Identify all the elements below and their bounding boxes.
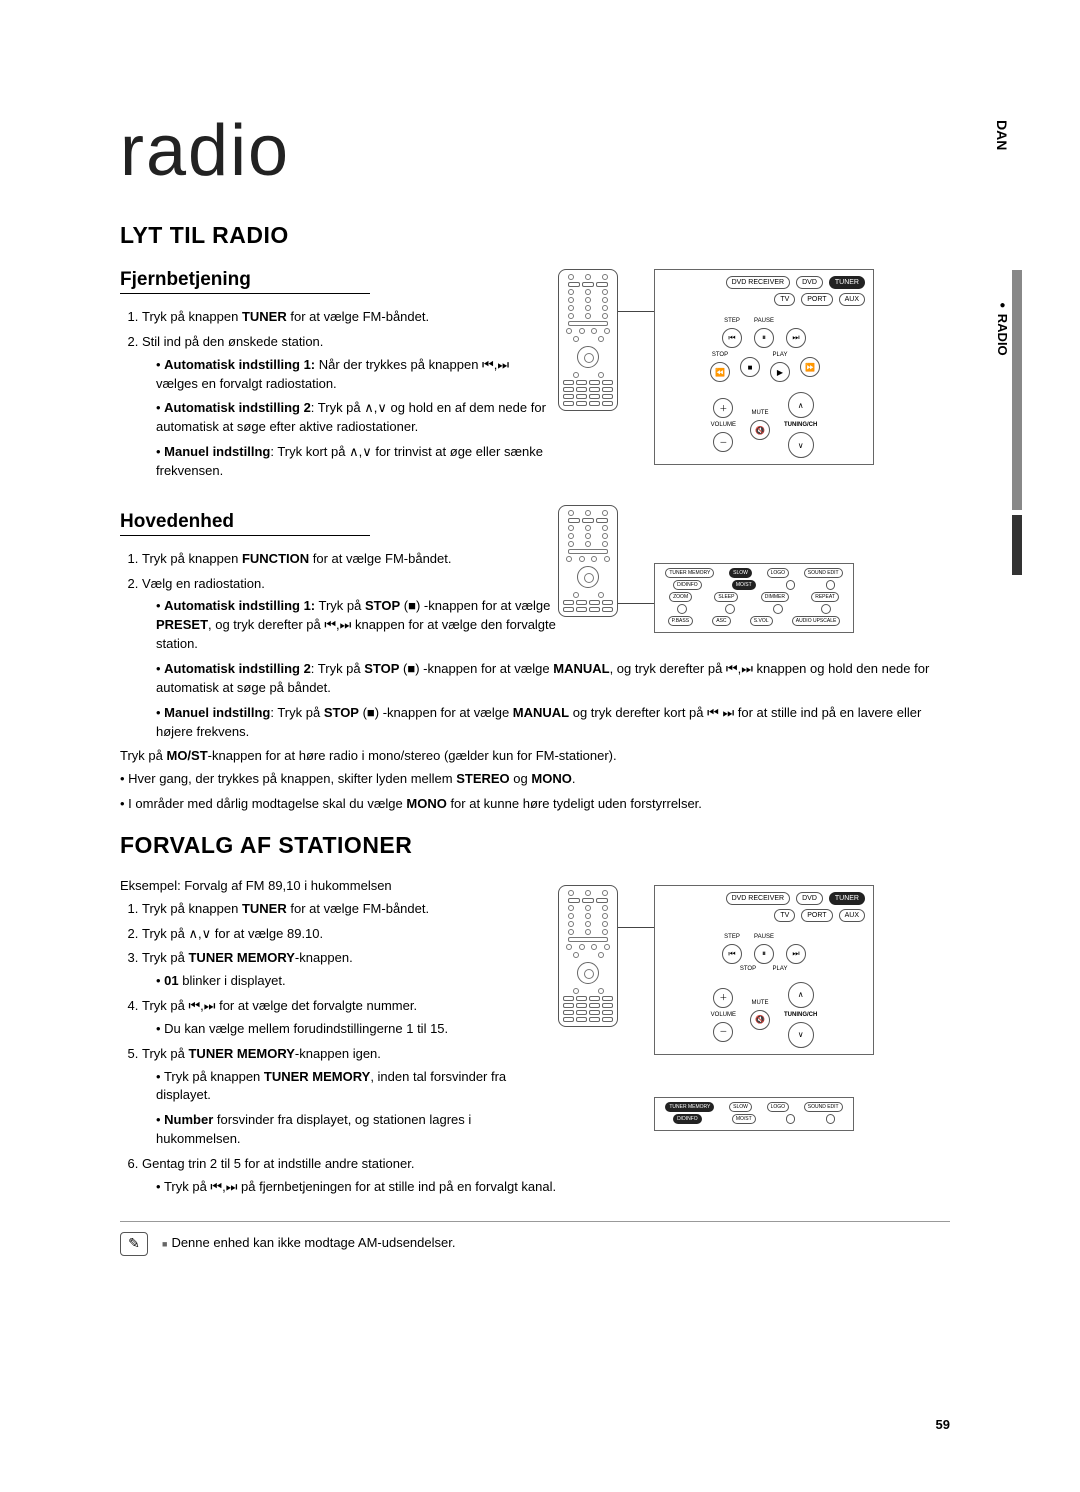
fjern-manual: Manuel indstillng: Tryk kort på ∧,∨ for …: [156, 443, 550, 481]
hoved-footer-2: Hver gang, der trykkes på knappen, skift…: [120, 770, 950, 789]
diagram-panel-3b: TUNER MEMORY SLOW LOGO SOUND EDIT D/DINF…: [654, 1097, 854, 1131]
next-icon: ⏭: [786, 328, 806, 348]
hoved-manual: Manuel indstillng: Tryk på STOP (■) -kna…: [156, 704, 950, 742]
prev-icon: ⏮: [722, 328, 742, 348]
fjern-steps: Tryk på knappen TUNER for at vælge FM-bå…: [120, 308, 550, 481]
note-text: Denne enhed kan ikke modtage AM-udsendel…: [171, 1235, 455, 1250]
forvalg-step-6: Gentag trin 2 til 5 for at indstille and…: [142, 1155, 742, 1197]
vol-down-icon: －: [713, 432, 733, 452]
diagram-leader-3: [618, 927, 654, 928]
subheading-hovedenhed: Hovedenhed: [120, 511, 370, 536]
side-index-bar: [1012, 270, 1022, 510]
forvalg-step-5: Tryk på TUNER MEMORY-knappen igen. Tryk …: [142, 1045, 550, 1149]
fjern-auto2: Automatisk indstilling 2: Tryk på ∧,∨ og…: [156, 399, 550, 437]
mute-icon: 🔇: [750, 1010, 770, 1030]
fjern-step-1: Tryk på knappen TUNER for at vælge FM-bå…: [142, 308, 550, 327]
diagram-panel-2: TUNER MEMORY SLOW LOGO SOUND EDIT D/DINF…: [654, 563, 854, 633]
mute-icon: 🔇: [750, 420, 770, 440]
hoved-step-1: Tryk på knappen FUNCTION for at vælge FM…: [142, 550, 572, 569]
note-box: ✎ ■Denne enhed kan ikke modtage AM-udsen…: [120, 1221, 950, 1256]
side-tab-section: RADIO: [995, 300, 1010, 356]
subheading-fjernbetjening: Fjernbetjening: [120, 269, 370, 294]
page-number: 59: [936, 1417, 950, 1432]
next-icon: ⏭: [786, 944, 806, 964]
forvalg-intro: Eksempel: Forvalg af FM 89,10 i hukommel…: [120, 877, 550, 896]
heading-forvalg: FORVALG AF STATIONER: [120, 832, 950, 859]
forvalg-steps: Tryk på knappen TUNER for at vælge FM-bå…: [120, 900, 550, 1197]
tune-up-icon: ∧: [788, 392, 814, 418]
pause-icon: ⏸: [754, 328, 774, 348]
side-index-marker: [1012, 515, 1022, 575]
stop-icon: ■: [740, 357, 760, 377]
page-masthead: radio: [120, 110, 950, 192]
play-icon: ▶: [770, 362, 790, 382]
fjern-auto1: Automatisk indstilling 1: Når der trykke…: [156, 356, 550, 394]
vol-down-icon: －: [713, 1022, 733, 1042]
hoved-auto2: Automatisk indstilling 2: Tryk på STOP (…: [156, 660, 950, 698]
forvalg-step-1: Tryk på knappen TUNER for at vælge FM-bå…: [142, 900, 550, 919]
diagram-remote-1: [558, 269, 618, 411]
hoved-auto1: Automatisk indstilling 1: Tryk på STOP (…: [156, 597, 576, 654]
forvalg-step-4: Tryk på ⏮,⏭ for at vælge det forvalgte n…: [142, 997, 550, 1039]
rewind-icon: ⏪: [710, 362, 730, 382]
forvalg-step-3: Tryk på TUNER MEMORY-knappen. 01 blinker…: [142, 949, 550, 991]
diagram-panel-3a: DVD RECEIVER DVD TUNER TV PORT AUX STEP⏮…: [654, 885, 874, 1055]
fjern-step-2: Stil ind på den ønskede station. Automat…: [142, 333, 550, 481]
diagram-panel-1: DVD RECEIVER DVD TUNER TV PORT AUX STEP⏮…: [654, 269, 874, 465]
tune-down-icon: ∨: [788, 432, 814, 458]
note-icon: ✎: [120, 1232, 148, 1256]
pause-icon: ⏸: [754, 944, 774, 964]
diagram-remote-3: [558, 885, 618, 1027]
tune-up-icon: ∧: [788, 982, 814, 1008]
diagram-leader-1: [618, 311, 654, 312]
hoved-footer-1: Tryk på MO/ST-knappen for at høre radio …: [120, 747, 950, 766]
heading-lyt-til-radio: LYT TIL RADIO: [120, 222, 950, 249]
forvalg-step-2: Tryk på ∧,∨ for at vælge 89.10.: [142, 925, 550, 944]
vol-up-icon: ＋: [713, 988, 733, 1008]
tune-down-icon: ∨: [788, 1022, 814, 1048]
prev-icon: ⏮: [722, 944, 742, 964]
ffwd-icon: ⏩: [800, 357, 820, 377]
vol-up-icon: ＋: [713, 398, 733, 418]
diagram-remote-2: [558, 505, 618, 617]
diagram-leader-2: [618, 603, 654, 604]
side-tab-language: DAN: [994, 120, 1010, 150]
hoved-footer-3: I områder med dårlig modtagelse skal du …: [120, 795, 950, 814]
